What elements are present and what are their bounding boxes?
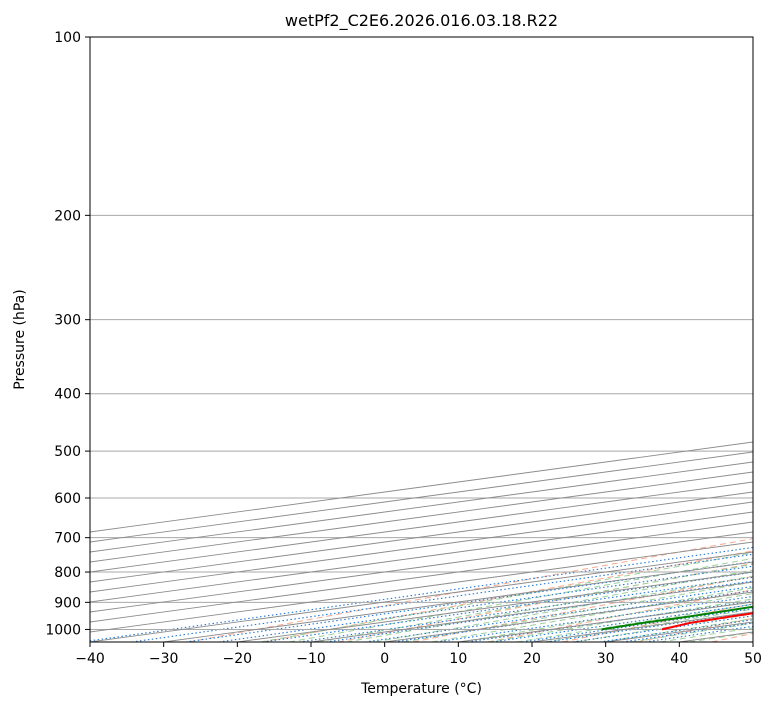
- x-tick-label: 40: [670, 651, 688, 667]
- y-tick-label: 200: [54, 208, 81, 224]
- y-tick-label: 800: [54, 565, 81, 581]
- isotherm-line: [90, 531, 753, 623]
- isotherm-line: [90, 521, 753, 613]
- x-axis: −40 −30 −20 −10 0 10 20 30 40 50: [75, 642, 762, 667]
- moist-adiabat-line: [431, 587, 753, 642]
- mixing-ratio-line: [522, 608, 753, 642]
- chart-title: wetPf2_C2E6.2026.016.03.18.R22: [285, 11, 558, 31]
- dry-adiabat-line: [338, 562, 753, 642]
- x-tick-label: 10: [449, 651, 467, 667]
- dry-adiabat-line: [412, 575, 753, 642]
- x-axis-label: Temperature (°C): [360, 681, 482, 697]
- isotherm-line: [90, 501, 753, 593]
- y-tick-label: 500: [54, 444, 81, 460]
- mixing-ratio-line: [90, 546, 753, 642]
- plot-frame: [89, 36, 754, 643]
- moist-adiabat-line: [403, 581, 753, 642]
- isotherm-line: [90, 471, 753, 563]
- y-tick-label: 300: [54, 313, 81, 329]
- moist-adiabat-line: [317, 563, 753, 642]
- x-tick-label: −20: [223, 651, 253, 667]
- isotherm-line: [90, 461, 753, 553]
- y-tick-label: 700: [54, 531, 81, 547]
- moist-adiabat-line: [488, 598, 753, 642]
- x-tick-label: 50: [744, 651, 762, 667]
- plot-area: -100-90-80-70-60-50-40-30-20-10010203040…: [90, 37, 753, 642]
- y-tick-label: 400: [54, 387, 81, 403]
- isotherm-line: [90, 511, 753, 603]
- y-tick-label: 100: [54, 30, 81, 46]
- isotherm-line: [90, 451, 753, 543]
- x-tick-label: 30: [597, 651, 615, 667]
- isotherm-line: [90, 481, 753, 573]
- moist-adiabat-line: [346, 569, 753, 642]
- isotherms: [90, 441, 753, 642]
- y-tick-label: 600: [54, 491, 81, 507]
- y-tick-label: 900: [54, 595, 81, 611]
- mixing-ratio-line: [436, 595, 753, 642]
- y-axis: 100 200 300 400 500 600 700 800 900 1000: [45, 30, 90, 638]
- isobars: [90, 37, 753, 630]
- x-tick-label: 20: [523, 651, 541, 667]
- dry-adiabat-line: [188, 538, 753, 642]
- isotherm-line: [90, 491, 753, 583]
- x-tick-label: −30: [149, 651, 179, 667]
- y-tick-label: 1000: [45, 622, 81, 638]
- y-axis-label: Pressure (hPa): [12, 289, 28, 389]
- x-tick-label: −40: [75, 651, 105, 667]
- x-tick-label: −10: [296, 651, 326, 667]
- mixing-ratio-line: [131, 553, 753, 642]
- mixing-ratio-line: [492, 603, 753, 642]
- dry-adiabats: [188, 538, 753, 642]
- x-tick-label: 0: [380, 651, 389, 667]
- moist-adiabats: [260, 552, 753, 642]
